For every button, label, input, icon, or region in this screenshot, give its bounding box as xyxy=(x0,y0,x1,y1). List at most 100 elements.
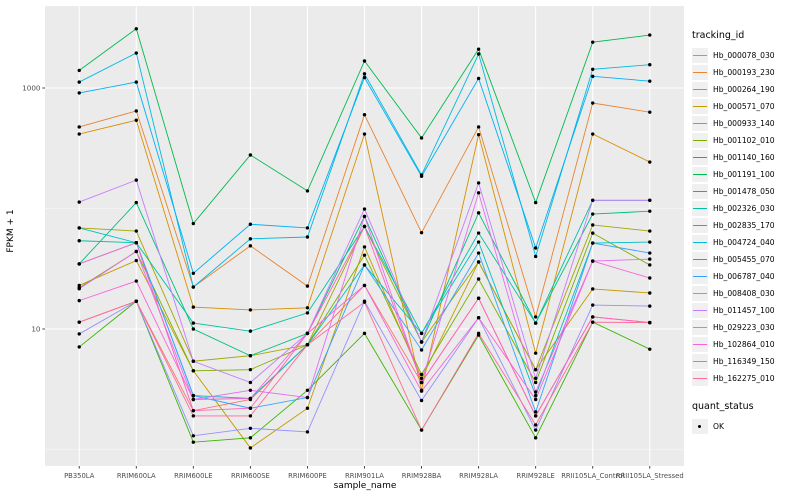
data-point xyxy=(134,299,138,303)
data-point xyxy=(191,305,196,309)
data-point xyxy=(591,40,595,44)
data-point xyxy=(533,315,538,319)
y-tick-label: 10 xyxy=(31,325,41,334)
data-point xyxy=(476,231,481,235)
legend-item: Hb_005455_070 xyxy=(692,251,798,268)
data-point xyxy=(362,283,367,288)
data-point xyxy=(591,303,595,307)
data-point xyxy=(362,331,367,336)
legend-title-quant-status: quant_status xyxy=(692,401,754,412)
legend-item: Hb_004724_040 xyxy=(692,234,798,251)
data-point xyxy=(77,286,81,291)
data-point xyxy=(305,395,310,400)
data-point xyxy=(419,398,424,403)
data-point xyxy=(77,320,81,324)
series-color-line-icon xyxy=(693,378,707,380)
legend-item: Hb_001191_100 xyxy=(692,166,798,183)
data-point xyxy=(591,315,595,319)
data-point xyxy=(362,214,367,219)
data-point xyxy=(533,436,538,440)
data-point xyxy=(533,414,538,418)
data-point xyxy=(77,345,81,349)
data-point xyxy=(362,224,367,229)
data-point xyxy=(476,260,481,264)
legend-item: Hb_008408_030 xyxy=(692,285,798,302)
series-color-line-icon xyxy=(693,259,707,261)
series-color-line-icon xyxy=(693,157,707,159)
legend-key-box xyxy=(692,235,708,250)
data-point xyxy=(648,209,652,213)
legend-item-quant-ok: OK xyxy=(692,418,798,435)
series-color-line-icon xyxy=(693,55,707,57)
data-point xyxy=(248,396,253,401)
legend-label: Hb_001478_050 xyxy=(713,187,775,196)
data-point xyxy=(648,304,652,308)
legend-item: Hb_001140_160 xyxy=(692,149,798,166)
data-point xyxy=(419,331,424,336)
data-point xyxy=(248,308,253,312)
data-point xyxy=(305,284,310,288)
data-point xyxy=(248,426,253,430)
data-point xyxy=(134,279,138,283)
data-point xyxy=(248,436,253,440)
data-point xyxy=(305,235,310,239)
legend-key-box xyxy=(692,99,708,114)
legend-key-box xyxy=(692,337,708,352)
data-point xyxy=(648,263,652,267)
x-tick-label: RRIM928LE xyxy=(516,472,554,480)
data-point xyxy=(134,118,138,122)
data-point xyxy=(419,380,424,385)
series-color-line-icon xyxy=(693,72,707,74)
data-point xyxy=(248,329,253,333)
data-point xyxy=(248,237,253,241)
legend-label: Hb_004724_040 xyxy=(713,238,775,247)
data-point xyxy=(362,245,367,249)
legend-label: Hb_000933_140 xyxy=(713,119,775,128)
data-point xyxy=(134,229,138,233)
data-point xyxy=(591,101,595,105)
legend: tracking_id Hb_000078_030 Hb_000193_230 Hb… xyxy=(692,30,798,435)
data-point xyxy=(648,110,652,114)
series-color-line-icon xyxy=(693,89,707,91)
data-point xyxy=(77,239,81,243)
data-point xyxy=(248,244,253,248)
data-point xyxy=(591,287,595,291)
data-point xyxy=(476,277,481,281)
data-point xyxy=(419,372,424,377)
legend-label: Hb_000571_070 xyxy=(713,102,775,111)
data-point xyxy=(533,351,538,355)
legend-key-box xyxy=(692,116,708,131)
legend-item: Hb_116349_150 xyxy=(692,353,798,370)
legend-label: Hb_102864_010 xyxy=(713,340,775,349)
legend-key-box xyxy=(692,320,708,335)
data-point xyxy=(533,254,538,259)
series-color-line-icon xyxy=(693,293,707,295)
data-point xyxy=(419,340,424,344)
data-point xyxy=(591,67,595,71)
data-point xyxy=(476,52,481,56)
data-point xyxy=(533,397,538,402)
series-color-line-icon xyxy=(693,344,707,346)
series-color-line-icon xyxy=(693,174,707,176)
data-point xyxy=(191,397,196,402)
legend-items: Hb_000078_030 Hb_000193_230 Hb_000264_190 H… xyxy=(692,47,798,387)
data-point xyxy=(648,320,652,325)
legend-item: Hb_001102_010 xyxy=(692,132,798,149)
data-point xyxy=(648,257,652,261)
legend-label: OK xyxy=(713,422,724,431)
legend-key-box xyxy=(692,286,708,301)
data-point xyxy=(77,283,81,288)
legend-label: Hb_162275_010 xyxy=(713,374,775,383)
data-point xyxy=(476,76,481,81)
data-point xyxy=(305,388,310,392)
data-point xyxy=(591,259,595,263)
legend-item: Hb_000193_230 xyxy=(692,64,798,81)
data-point xyxy=(591,223,595,227)
data-point xyxy=(134,178,138,182)
series-color-line-icon xyxy=(693,140,707,142)
data-point xyxy=(362,59,367,63)
data-point xyxy=(591,241,595,245)
data-point xyxy=(533,200,538,205)
data-point xyxy=(305,306,310,310)
